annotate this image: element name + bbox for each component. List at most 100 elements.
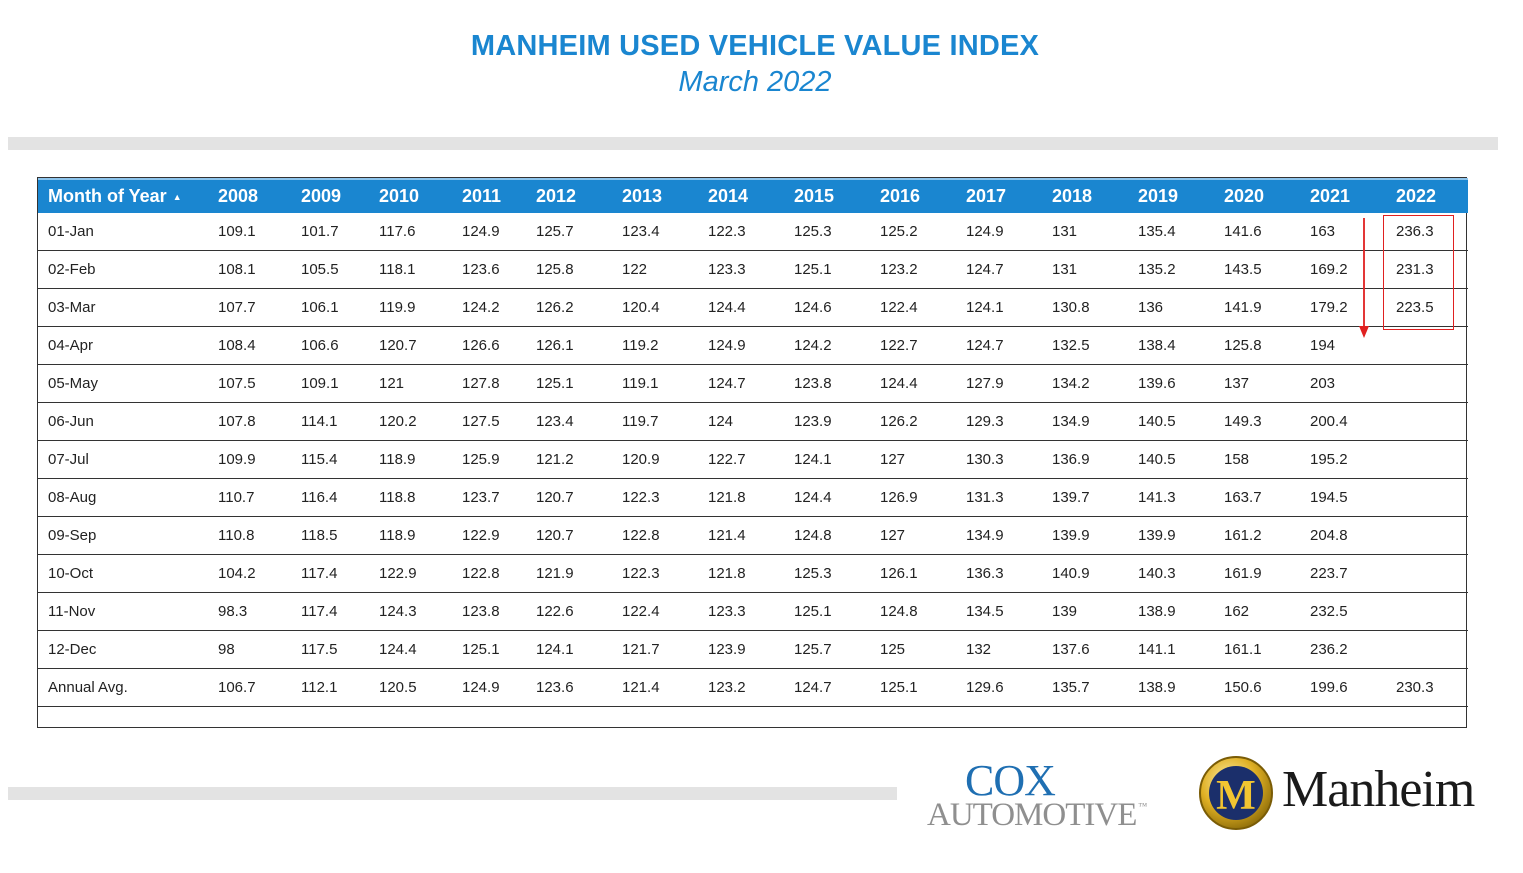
table-cell: 230.3 <box>1386 668 1468 707</box>
column-header-year[interactable]: 2021 <box>1300 178 1386 213</box>
table-cell: 119.7 <box>612 402 698 441</box>
table-cell: 106.6 <box>291 326 369 365</box>
table-cell: 125.8 <box>1214 326 1300 365</box>
table-cell <box>1386 630 1468 669</box>
column-header-year[interactable]: 2014 <box>698 178 784 213</box>
table-row: 04-Apr 108.4 106.6 120.7 126.6 126.1 119.2 124.… <box>38 326 1468 365</box>
row-label: 07-Jul <box>38 440 208 479</box>
column-header-year[interactable]: 2010 <box>369 178 452 213</box>
table-cell: 125.3 <box>784 213 870 251</box>
table-cell: 134.2 <box>1042 364 1128 403</box>
empty-cell <box>698 707 784 732</box>
table-cell: 127.5 <box>452 402 526 441</box>
sort-ascending-icon[interactable]: ▲ <box>172 192 182 202</box>
table-cell: 141.9 <box>1214 288 1300 327</box>
table-cell: 124.4 <box>870 364 956 403</box>
empty-cell <box>1128 707 1214 732</box>
table-cell: 136.3 <box>956 554 1042 593</box>
row-label: 08-Aug <box>38 478 208 517</box>
empty-cell <box>784 707 870 732</box>
empty-cell <box>38 707 208 732</box>
empty-cell <box>291 707 369 732</box>
table-cell: 106.7 <box>208 668 291 707</box>
table-cell: 125.7 <box>784 630 870 669</box>
table-cell: 194 <box>1300 326 1386 365</box>
table-cell: 129.6 <box>956 668 1042 707</box>
table-cell: 203 <box>1300 364 1386 403</box>
table-cell: 121.4 <box>612 668 698 707</box>
table-cell: 108.1 <box>208 250 291 289</box>
table-cell: 122.8 <box>452 554 526 593</box>
column-header-year[interactable]: 2015 <box>784 178 870 213</box>
table-cell: 123.4 <box>526 402 612 441</box>
table-cell: 105.5 <box>291 250 369 289</box>
column-header-year[interactable]: 2018 <box>1042 178 1128 213</box>
column-header-year[interactable]: 2013 <box>612 178 698 213</box>
table-row: Annual Avg. 106.7 112.1 120.5 124.9 123.6 121.… <box>38 668 1468 707</box>
row-label: Annual Avg. <box>38 668 208 707</box>
table-cell: 137 <box>1214 364 1300 403</box>
column-header-year[interactable]: 2017 <box>956 178 1042 213</box>
table-cell: 161.9 <box>1214 554 1300 593</box>
column-header-year[interactable]: 2009 <box>291 178 369 213</box>
table-cell: 98 <box>208 630 291 669</box>
column-header-year[interactable]: 2011 <box>452 178 526 213</box>
row-label: 03-Mar <box>38 288 208 327</box>
row-label: 12-Dec <box>38 630 208 669</box>
table-cell: 123.9 <box>698 630 784 669</box>
table-cell: 140.3 <box>1128 554 1214 593</box>
table-cell: 123.3 <box>698 592 784 631</box>
table-cell: 125.7 <box>526 213 612 251</box>
empty-cell <box>1300 707 1386 732</box>
column-header-year[interactable]: 2012 <box>526 178 612 213</box>
cox-logo-line2: AUTOMOTIVE ™ <box>927 797 1147 834</box>
table-cell: 123.9 <box>784 402 870 441</box>
table-cell: 119.1 <box>612 364 698 403</box>
table-cell: 117.4 <box>291 592 369 631</box>
column-header-year[interactable]: 2016 <box>870 178 956 213</box>
table-cell: 109.1 <box>291 364 369 403</box>
table-cell: 120.7 <box>526 516 612 555</box>
table-cell: 124.6 <box>784 288 870 327</box>
table-cell: 223.7 <box>1300 554 1386 593</box>
column-header-year[interactable]: 2019 <box>1128 178 1214 213</box>
table-cell: 118.1 <box>369 250 452 289</box>
table-cell: 121.4 <box>698 516 784 555</box>
table-cell: 141.1 <box>1128 630 1214 669</box>
table-cell: 122.4 <box>870 288 956 327</box>
table-cell: 179.2 <box>1300 288 1386 327</box>
table-cell: 121 <box>369 364 452 403</box>
table-cell: 104.2 <box>208 554 291 593</box>
manheim-wordmark: Manheim <box>1282 761 1475 818</box>
table-cell: 134.9 <box>956 516 1042 555</box>
column-header-year[interactable]: 2022 <box>1386 178 1468 213</box>
table-cell: 124.3 <box>369 592 452 631</box>
column-header-year[interactable]: 2020 <box>1214 178 1300 213</box>
table-cell: 122.9 <box>369 554 452 593</box>
table-cell: 163.7 <box>1214 478 1300 517</box>
table-cell: 236.3 <box>1386 213 1468 251</box>
table-cell: 127.9 <box>956 364 1042 403</box>
table-cell: 123.2 <box>698 668 784 707</box>
table-cell: 161.2 <box>1214 516 1300 555</box>
table-cell: 126.1 <box>526 326 612 365</box>
empty-cell <box>1042 707 1128 732</box>
table-cell: 134.5 <box>956 592 1042 631</box>
table-cell: 126.1 <box>870 554 956 593</box>
table-cell: 127 <box>870 516 956 555</box>
table-cell: 109.1 <box>208 213 291 251</box>
table-cell: 140.9 <box>1042 554 1128 593</box>
table-cell <box>1386 326 1468 365</box>
empty-cell <box>369 707 452 732</box>
column-header-year[interactable]: 2008 <box>208 178 291 213</box>
row-label: 11-Nov <box>38 592 208 631</box>
empty-cell <box>526 707 612 732</box>
column-header-month[interactable]: Month of Year ▲ <box>38 178 208 213</box>
table-cell: 143.5 <box>1214 250 1300 289</box>
table-cell: 122.9 <box>452 516 526 555</box>
table-cell: 195.2 <box>1300 440 1386 479</box>
table-cell: 124.4 <box>369 630 452 669</box>
table-cell: 232.5 <box>1300 592 1386 631</box>
table-cell: 125.8 <box>526 250 612 289</box>
manheim-logo: M Manheim <box>1196 752 1506 837</box>
